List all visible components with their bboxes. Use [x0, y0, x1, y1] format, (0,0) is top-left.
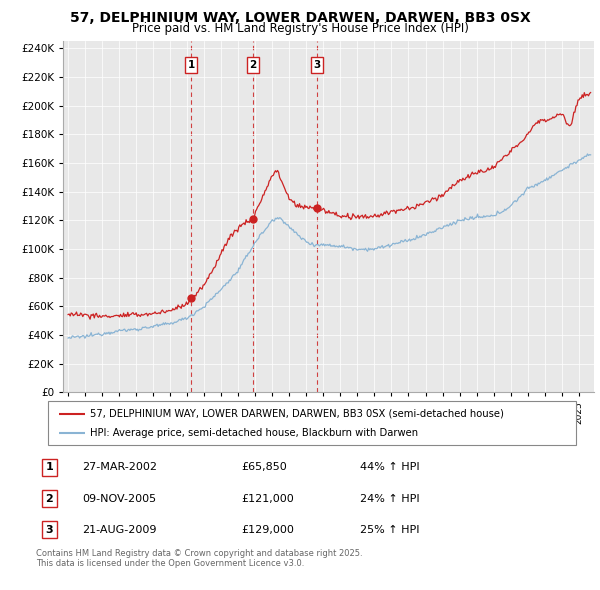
Text: £129,000: £129,000 [241, 525, 294, 535]
Text: 1: 1 [188, 60, 195, 70]
Text: 24% ↑ HPI: 24% ↑ HPI [360, 494, 419, 503]
Text: 57, DELPHINIUM WAY, LOWER DARWEN, DARWEN, BB3 0SX (semi-detached house): 57, DELPHINIUM WAY, LOWER DARWEN, DARWEN… [90, 409, 504, 418]
Text: Price paid vs. HM Land Registry's House Price Index (HPI): Price paid vs. HM Land Registry's House … [131, 22, 469, 35]
Text: 44% ↑ HPI: 44% ↑ HPI [360, 463, 419, 473]
Text: 25% ↑ HPI: 25% ↑ HPI [360, 525, 419, 535]
Text: 21-AUG-2009: 21-AUG-2009 [82, 525, 157, 535]
Text: £121,000: £121,000 [241, 494, 294, 503]
Text: 2: 2 [46, 494, 53, 503]
Text: 1: 1 [46, 463, 53, 473]
Text: 3: 3 [314, 60, 321, 70]
Text: 09-NOV-2005: 09-NOV-2005 [82, 494, 156, 503]
Text: 27-MAR-2002: 27-MAR-2002 [82, 463, 157, 473]
Text: Contains HM Land Registry data © Crown copyright and database right 2025.
This d: Contains HM Land Registry data © Crown c… [36, 549, 362, 568]
Text: £65,850: £65,850 [241, 463, 287, 473]
Text: 2: 2 [250, 60, 257, 70]
Text: HPI: Average price, semi-detached house, Blackburn with Darwen: HPI: Average price, semi-detached house,… [90, 428, 418, 438]
Text: 57, DELPHINIUM WAY, LOWER DARWEN, DARWEN, BB3 0SX: 57, DELPHINIUM WAY, LOWER DARWEN, DARWEN… [70, 11, 530, 25]
Text: 3: 3 [46, 525, 53, 535]
